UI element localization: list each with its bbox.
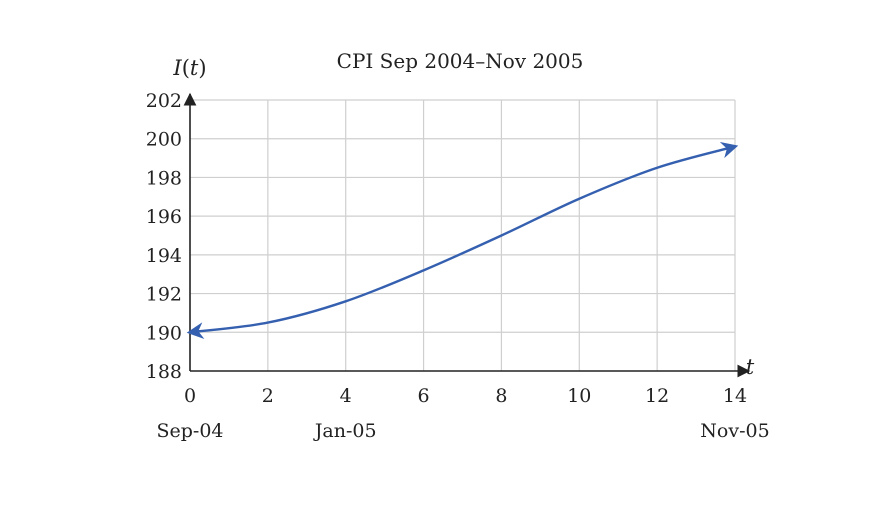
y-tick-label-202: 202 — [146, 90, 182, 112]
date-label-sep-04: Sep-04 — [156, 420, 223, 442]
chart-title: CPI Sep 2004–Nov 2005 — [337, 49, 584, 73]
y-tick-label-190: 190 — [146, 322, 182, 344]
y-tick-label-192: 192 — [146, 284, 182, 306]
x-axis-title: t — [746, 355, 755, 379]
date-label-jan-05: Jan-05 — [313, 420, 377, 442]
x-tick-label-0: 0 — [184, 385, 196, 407]
date-label-nov-05: Nov-05 — [700, 420, 769, 442]
x-tick-label-12: 12 — [645, 385, 669, 407]
series-layer — [186, 141, 739, 339]
y-tick-label-196: 196 — [146, 206, 182, 228]
x-tick-label-2: 2 — [262, 385, 274, 407]
x-tick-label-8: 8 — [495, 385, 507, 407]
grid — [190, 99, 736, 371]
y-axis-title: I(t) — [172, 56, 206, 80]
series-line-0 — [186, 141, 739, 339]
x-tick-label-10: 10 — [567, 385, 591, 407]
y-tick-label-198: 198 — [146, 167, 182, 189]
y-tick-label-194: 194 — [146, 245, 182, 267]
y-tick-label-200: 200 — [146, 129, 182, 151]
y-tick-label-188: 188 — [146, 361, 182, 383]
axes — [183, 92, 751, 378]
x-tick-label-6: 6 — [418, 385, 430, 407]
x-tick-label-4: 4 — [340, 385, 352, 407]
x-tick-label-14: 14 — [723, 385, 747, 407]
